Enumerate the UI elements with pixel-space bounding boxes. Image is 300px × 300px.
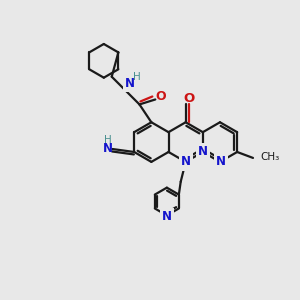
Text: N: N	[216, 155, 226, 168]
Text: O: O	[155, 90, 166, 103]
Text: N: N	[102, 142, 112, 154]
Text: N: N	[124, 77, 135, 90]
Text: H: H	[103, 135, 111, 145]
Text: O: O	[183, 92, 194, 105]
Text: N: N	[181, 155, 191, 168]
Text: CH₃: CH₃	[260, 152, 279, 162]
Text: N: N	[162, 210, 172, 223]
Text: H: H	[133, 72, 140, 82]
Text: N: N	[198, 146, 208, 158]
